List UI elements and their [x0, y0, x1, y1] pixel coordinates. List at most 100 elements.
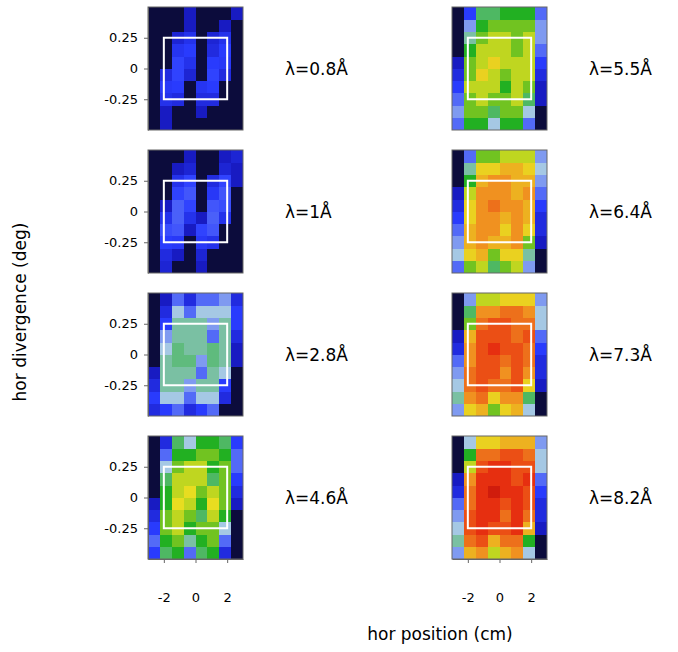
- cell: [219, 44, 231, 57]
- cell: [500, 199, 512, 212]
- cell: [207, 69, 219, 82]
- cell: [452, 485, 464, 498]
- cell: [207, 510, 219, 523]
- cell: [488, 510, 500, 523]
- y-tick: 0: [130, 61, 148, 76]
- cell: [500, 367, 512, 380]
- y-axis-line: [148, 437, 149, 560]
- cell: [196, 212, 208, 225]
- cell: [160, 44, 172, 57]
- cell: [535, 510, 547, 523]
- cell: [511, 355, 523, 368]
- cell: [535, 19, 547, 32]
- cell: [160, 485, 172, 498]
- cell: [511, 305, 523, 318]
- cell: [172, 498, 184, 511]
- cell: [452, 150, 464, 163]
- y-tick-label: 0: [130, 490, 138, 505]
- cell: [535, 404, 547, 416]
- cell: [523, 510, 535, 523]
- cell: [488, 305, 500, 318]
- cell: [476, 248, 488, 261]
- cell: [219, 305, 231, 318]
- cell: [231, 404, 243, 416]
- y-tick-mark: [144, 242, 148, 243]
- cell: [172, 7, 184, 20]
- cell: [219, 261, 231, 273]
- cell: [452, 436, 464, 449]
- cell: [172, 118, 184, 130]
- cell: [207, 436, 219, 449]
- cell: [500, 69, 512, 82]
- cell: [148, 547, 160, 559]
- cell: [172, 19, 184, 32]
- cell: [476, 162, 488, 175]
- cell: [511, 150, 523, 163]
- cell: [148, 187, 160, 200]
- cell: [172, 355, 184, 368]
- x-tick-label: -2: [158, 590, 171, 605]
- cell: [464, 105, 476, 118]
- cell: [523, 404, 535, 416]
- cell: [160, 510, 172, 523]
- cell: [488, 485, 500, 498]
- cell: [488, 56, 500, 69]
- cell: [535, 547, 547, 559]
- cell: [535, 81, 547, 94]
- cell: [207, 118, 219, 130]
- cell: [488, 69, 500, 82]
- y-tick-label: -0.25: [104, 378, 138, 393]
- cell: [219, 7, 231, 20]
- cell: [464, 248, 476, 261]
- cell: [184, 448, 196, 461]
- cell: [160, 498, 172, 511]
- cell: [452, 379, 464, 392]
- cell: [148, 510, 160, 523]
- cell: [476, 19, 488, 32]
- cell: [523, 261, 535, 273]
- y-tick-mark: [144, 467, 148, 468]
- cell: [452, 498, 464, 511]
- cell: [172, 293, 184, 306]
- cell: [464, 150, 476, 163]
- x-tick-label: 2: [528, 590, 536, 605]
- cell: [172, 342, 184, 355]
- cell: [172, 212, 184, 225]
- cell: [535, 485, 547, 498]
- cell: [535, 44, 547, 57]
- cell: [511, 448, 523, 461]
- cell: [196, 261, 208, 273]
- x-tick-mark: [531, 559, 532, 563]
- cell: [535, 175, 547, 188]
- cell: [488, 212, 500, 225]
- cell: [207, 448, 219, 461]
- cell: [476, 485, 488, 498]
- cell: [207, 261, 219, 273]
- y-tick: 0.25: [109, 173, 148, 188]
- y-tick-mark: [144, 99, 148, 100]
- cell: [160, 212, 172, 225]
- cell: [196, 485, 208, 498]
- cell: [184, 56, 196, 69]
- x-axis: -202: [453, 559, 548, 605]
- cell: [452, 248, 464, 261]
- cell: [511, 367, 523, 380]
- cell: [476, 69, 488, 82]
- x-tick: -2: [158, 559, 171, 605]
- cell: [148, 305, 160, 318]
- cell: [488, 436, 500, 449]
- y-tick-label: -0.25: [104, 521, 138, 536]
- plot-background: [148, 7, 243, 130]
- cell: [476, 305, 488, 318]
- box: [468, 38, 531, 100]
- cell: [476, 105, 488, 118]
- cell: [476, 448, 488, 461]
- cell: [535, 105, 547, 118]
- cell: [148, 7, 160, 20]
- cell: [219, 448, 231, 461]
- cell: [511, 485, 523, 498]
- cell: [464, 81, 476, 94]
- cell: [488, 105, 500, 118]
- cell: [219, 105, 231, 118]
- cell: [452, 510, 464, 523]
